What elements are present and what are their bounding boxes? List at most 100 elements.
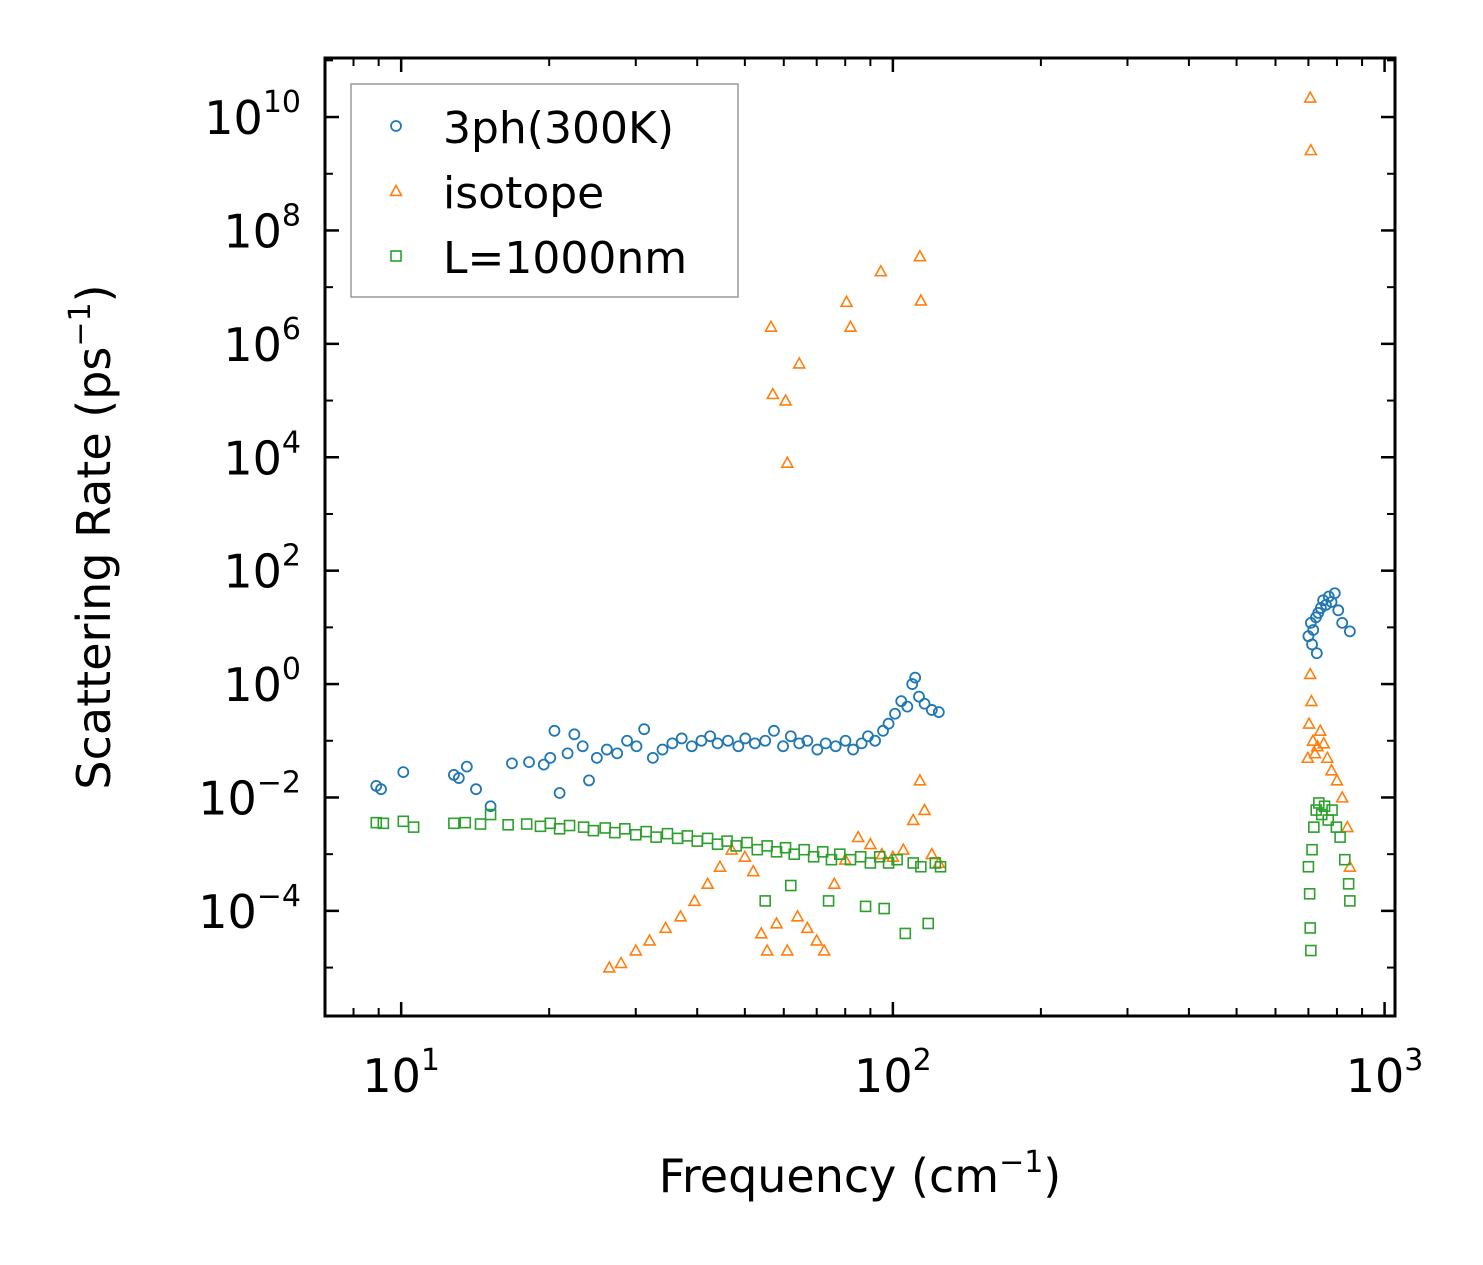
data-point [474,818,487,830]
data-point [741,836,753,849]
y-tick-label: 106 [223,312,301,372]
series-1 [602,90,1357,973]
data-point [829,740,842,753]
data-point [1343,859,1357,872]
y-axis-label: Scattering Rate (ps−1) [63,284,121,789]
data-point [891,853,903,866]
data-point [537,758,550,771]
data-point [370,816,383,829]
data-point [873,264,888,277]
data-point [839,734,852,747]
data-point [1326,804,1338,816]
data-point [621,734,633,747]
data-point [843,319,858,332]
data-point [561,747,574,760]
data-point [460,760,473,773]
data-point [882,857,895,869]
x-tick-label: 102 [854,1043,932,1103]
data-point [793,737,806,750]
data-point [839,294,854,308]
plot-frame [323,56,1397,1018]
data-point [869,734,881,747]
data-point [1303,143,1318,156]
y-tick-label: 100 [223,652,301,712]
data-point [630,740,643,753]
y-tick-label: 102 [223,539,301,599]
data-point [1307,624,1320,636]
legend-box [350,83,739,298]
data-point [780,455,795,468]
data-point [1306,638,1318,651]
data-point [816,846,829,858]
data-point [600,743,613,756]
data-point [800,920,815,934]
y-tick-label: 1010 [204,85,301,145]
data-point [896,842,911,855]
legend: 3ph(300K) isotope L=1000nm [350,83,739,298]
data-point [780,943,795,956]
data-point [1306,843,1318,856]
plot-points [370,90,1357,973]
data-point [778,393,793,406]
data-point [864,857,877,869]
data-point [759,734,772,747]
data-point [851,829,866,843]
series-2 [370,797,1356,957]
data-point [913,690,925,703]
legend-marker [390,250,402,262]
y-tick-label: 10−2 [198,765,301,825]
data-point [658,920,673,934]
data-point [502,818,514,831]
data-point [1324,763,1339,776]
data-point [768,724,780,737]
data-point [602,960,617,973]
data-point [748,737,761,750]
data-point [614,955,628,969]
x-axis-label: Frequency (cm−1) [659,1145,1062,1203]
data-point [377,817,390,830]
data-point [397,766,410,779]
data-point [375,783,387,796]
data-point [764,319,778,332]
data-point [915,860,927,873]
data-point [656,743,669,756]
data-point [724,842,739,855]
data-point [711,737,724,750]
data-point [811,743,824,756]
data-point [1343,625,1356,638]
data-point [1330,773,1344,786]
data-point [1304,693,1319,707]
data-point [878,902,890,915]
data-point [1302,860,1315,873]
legend-item: isotope [389,168,604,219]
data-point [1336,616,1349,629]
data-point [1303,90,1318,103]
data-point [1304,922,1317,934]
data-point [759,895,772,907]
data-point [739,732,752,745]
data-point [769,916,784,929]
y-tick-labels: 10−4 10−2 100 102 104 106 108 1010 [198,85,301,939]
data-point [1322,590,1335,603]
major-ticks [325,58,1395,1016]
y-tick-label: 104 [223,425,301,485]
data-point [913,293,928,306]
data-point [484,800,497,813]
data-point [1340,819,1355,833]
legend-item: L=1000nm [390,233,687,284]
data-point [646,751,659,764]
data-point [1342,878,1355,890]
data-point [889,707,901,720]
data-point [1302,716,1316,729]
data-point [563,819,576,832]
data-point [701,832,714,845]
data-point [917,802,932,816]
data-point [918,697,931,710]
data-point [847,743,859,756]
data-point [737,849,752,862]
data-point [863,837,878,850]
data-point [746,864,761,877]
data-point [827,876,842,890]
data-point [397,815,410,828]
